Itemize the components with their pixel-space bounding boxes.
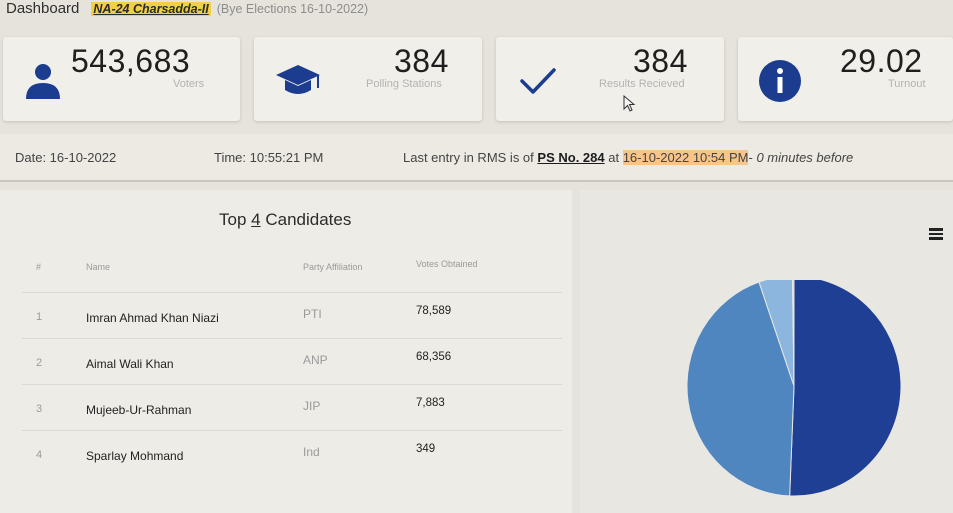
column-header-number: # [36, 262, 42, 272]
last-entry-text: Last entry in RMS is of PS No. 284 at 16… [403, 150, 853, 165]
results-received-value: 384 [633, 43, 688, 79]
table-row: 1 Imran Ahmad Khan Niazi PTI 78,589 [22, 292, 562, 338]
results-received-label: Results Recieved [599, 78, 685, 90]
candidates-title-count: 4 [251, 210, 261, 229]
candidate-votes: 7,883 [416, 397, 445, 409]
current-time: Time: 10:55:21 PM [214, 150, 324, 165]
election-subtitle: (Bye Elections 16-10-2022) [216, 2, 369, 16]
last-entry-at: at [608, 150, 620, 165]
candidate-party: Ind [303, 445, 320, 459]
page-header: Dashboard NA-24 Charsadda-II (Bye Electi… [6, 0, 368, 20]
polling-station-link[interactable]: PS No. 284 [537, 150, 605, 165]
candidate-name: Sparlay Mohmand [86, 449, 184, 463]
page-title: Dashboard [6, 0, 80, 17]
last-entry-time: 16-10-2022 10:54 PM [622, 150, 749, 165]
row-number: 2 [36, 357, 43, 369]
polling-stations-card: 384 Polling Stations [254, 37, 482, 121]
row-number: 1 [36, 311, 43, 323]
column-header-party: Party Affiliation [303, 262, 363, 272]
minutes-before: 0 minutes before [756, 150, 854, 165]
candidate-party: ANP [303, 353, 328, 367]
top-candidates-panel: Top 4 Candidates # Name Party Affiliatio… [0, 190, 572, 513]
row-number: 4 [36, 449, 43, 461]
pie-slice[interactable] [789, 280, 902, 497]
last-entry-prefix: Last entry in RMS is of [403, 150, 534, 165]
voters-value: 543,683 [71, 43, 191, 79]
constituency-link[interactable]: NA-24 Charsadda-II [91, 2, 211, 16]
table-row: 3 Mujeeb-Ur-Rahman JIP 7,883 [22, 384, 562, 430]
mouse-cursor-icon [623, 95, 636, 112]
turnout-value: 29.02 [840, 43, 923, 79]
hamburger-menu-icon[interactable] [929, 228, 943, 240]
column-header-votes: Votes Obtained [416, 259, 478, 269]
turnout-card: 29.02 Turnout [738, 37, 953, 121]
candidates-title-suffix: Candidates [265, 210, 352, 229]
info-icon [756, 57, 804, 105]
vote-share-pie-chart [686, 280, 902, 497]
current-date: Date: 16-10-2022 [15, 150, 117, 165]
vote-share-chart-panel [580, 190, 953, 513]
pie-slice[interactable] [758, 280, 795, 387]
row-number: 3 [36, 403, 43, 415]
voters-label: Voters [173, 78, 205, 90]
pie-slice[interactable] [792, 280, 795, 387]
candidates-title-prefix: Top [219, 210, 247, 229]
candidate-name: Mujeeb-Ur-Rahman [86, 403, 192, 417]
status-bar: Date: 16-10-2022 Time: 10:55:21 PM Last … [0, 134, 953, 182]
results-received-card: 384 Results Recieved [496, 37, 724, 121]
checkmark-icon [514, 57, 562, 105]
candidate-party: JIP [303, 399, 321, 413]
graduation-cap-icon [274, 57, 322, 105]
table-row: 2 Aimal Wali Khan ANP 68,356 [22, 338, 562, 384]
voters-card: 543,683 Voters [3, 37, 240, 121]
last-entry-separator: - [748, 150, 753, 165]
candidate-votes: 78,589 [416, 305, 452, 317]
turnout-label: Turnout [888, 78, 926, 90]
table-row: 4 Sparlay Mohmand Ind 349 [22, 430, 562, 476]
pie-slice[interactable] [686, 281, 795, 497]
user-icon [19, 57, 67, 105]
candidate-name: Imran Ahmad Khan Niazi [86, 311, 219, 325]
candidates-title: Top 4 Candidates [219, 210, 351, 230]
candidate-votes: 68,356 [416, 351, 452, 363]
candidate-party: PTI [303, 307, 322, 321]
candidate-name: Aimal Wali Khan [86, 357, 174, 371]
polling-stations-label: Polling Stations [366, 78, 442, 90]
column-header-name: Name [86, 262, 111, 272]
polling-stations-value: 384 [394, 43, 449, 79]
candidate-votes: 349 [416, 443, 436, 455]
